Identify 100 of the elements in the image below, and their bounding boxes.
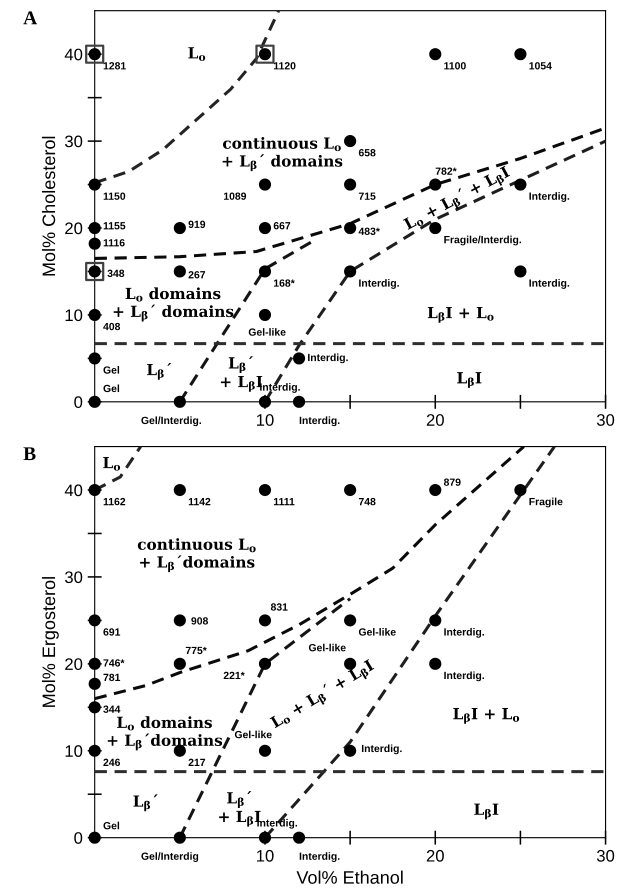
- point: [514, 484, 526, 496]
- annotation: Interdig.: [362, 744, 402, 754]
- point: [85, 262, 104, 282]
- point: [344, 658, 356, 670]
- x-tick-label: 30: [596, 414, 614, 426]
- annotation: 879: [444, 478, 461, 486]
- annotation: Gel-like: [308, 644, 346, 652]
- point: [344, 135, 356, 148]
- annotation: 1155: [104, 222, 126, 230]
- annotation: Gel: [103, 366, 120, 374]
- annotation: 408: [103, 322, 120, 330]
- point: [174, 222, 186, 234]
- point: [292, 396, 306, 408]
- annotation: 483*: [358, 228, 380, 235]
- y-tick-label: 20: [65, 222, 82, 234]
- annotation: 691: [103, 628, 120, 636]
- y-axis-title: Mol% Ergosterol: [42, 577, 59, 707]
- y-tick-label: 10: [66, 309, 82, 322]
- annotation: 344: [103, 706, 120, 713]
- annotation: 221*: [224, 672, 245, 680]
- annotation: 919: [188, 220, 206, 228]
- point: [258, 222, 272, 234]
- x-tick-label: 10: [256, 414, 274, 426]
- point: [88, 658, 101, 670]
- annotation: 781: [103, 674, 120, 682]
- y-tick-label: 30: [64, 136, 82, 148]
- text: continuous L$_{o}$ + L$_{β}$´domains: [138, 538, 256, 572]
- point: [174, 832, 186, 844]
- annotation: Interdig.: [444, 628, 484, 638]
- annotation: L$_{β}$I: [474, 804, 498, 820]
- annotation: L$_{β}$I + L$_{o}$: [428, 306, 494, 323]
- point: [258, 614, 272, 626]
- text: continuous L$_{o}$ + L$_{β}$´ domains: [222, 137, 342, 172]
- point: [429, 658, 442, 670]
- point: [344, 178, 356, 191]
- annotation: Gel-like: [358, 628, 396, 636]
- annotation: 1054: [529, 62, 552, 70]
- y-tick-label: 30: [64, 571, 82, 584]
- point: [174, 614, 186, 626]
- annotation: Gel/Interdig: [141, 852, 198, 862]
- point: [344, 484, 356, 496]
- chart-title: B: [24, 447, 36, 460]
- annotation: 748: [358, 498, 376, 506]
- annotation: 1162: [104, 498, 126, 506]
- x-tick-label: 20: [426, 850, 444, 862]
- point: [88, 484, 101, 496]
- point: [258, 744, 272, 757]
- point: [429, 222, 442, 234]
- annotation: Interdig.: [359, 279, 399, 289]
- x-axis-title: Vol% Ethanol: [296, 870, 403, 884]
- annotation: L$_{β}$I + L$_{o}$: [453, 708, 520, 724]
- annotation: 1120: [274, 62, 296, 70]
- y-tick-label: 10: [66, 745, 82, 757]
- point: [344, 744, 356, 757]
- annotation: 667: [274, 222, 290, 230]
- point: [255, 44, 275, 64]
- annotation: 831: [270, 603, 288, 611]
- annotation: L$_{β}$´: [133, 794, 158, 812]
- point: [344, 265, 356, 278]
- point: [514, 48, 526, 60]
- annotation: Gel/Interdig.: [141, 416, 202, 426]
- point: [88, 701, 101, 714]
- annotation: Interdig.: [260, 383, 300, 393]
- point: [85, 44, 104, 64]
- annotation: 1089: [224, 192, 246, 200]
- annotation: 1116: [104, 239, 125, 246]
- annotation: Gel: [103, 384, 120, 392]
- point: [429, 178, 442, 191]
- point: [429, 614, 442, 626]
- point: [88, 308, 101, 322]
- annotation: 782*: [436, 167, 457, 175]
- annotation: 1111: [274, 498, 294, 506]
- point: [88, 744, 101, 757]
- annotation: 746*: [103, 659, 124, 667]
- point: [514, 265, 526, 278]
- annotation: Interdig.: [529, 192, 570, 202]
- annotation: L$_{o}$ domains + L$_{β}$´domains: [108, 716, 222, 750]
- point: [344, 614, 356, 626]
- annotation: 715: [358, 192, 376, 200]
- point: [88, 238, 101, 250]
- point: [88, 832, 101, 844]
- annotation: 1142: [188, 498, 210, 506]
- annotation: 658: [358, 149, 376, 156]
- annotation: 348: [107, 270, 124, 278]
- annotation: 775*: [186, 646, 207, 654]
- point: [88, 352, 101, 364]
- annotation: Fragile: [529, 498, 563, 508]
- point: [88, 614, 101, 626]
- annotation: 246: [103, 758, 120, 766]
- y-axis-title: Mol% Cholesterol: [42, 136, 56, 276]
- point: [514, 178, 526, 191]
- point: [292, 352, 306, 364]
- point: [88, 678, 101, 690]
- annotation: Gel-like: [234, 730, 272, 738]
- annotation: Interdig.: [529, 279, 570, 289]
- annotation: Gel: [103, 822, 120, 830]
- y-tick-label: 0: [74, 832, 82, 844]
- point: [258, 484, 272, 496]
- annotation: Gel-like: [248, 328, 286, 336]
- point: [344, 222, 356, 234]
